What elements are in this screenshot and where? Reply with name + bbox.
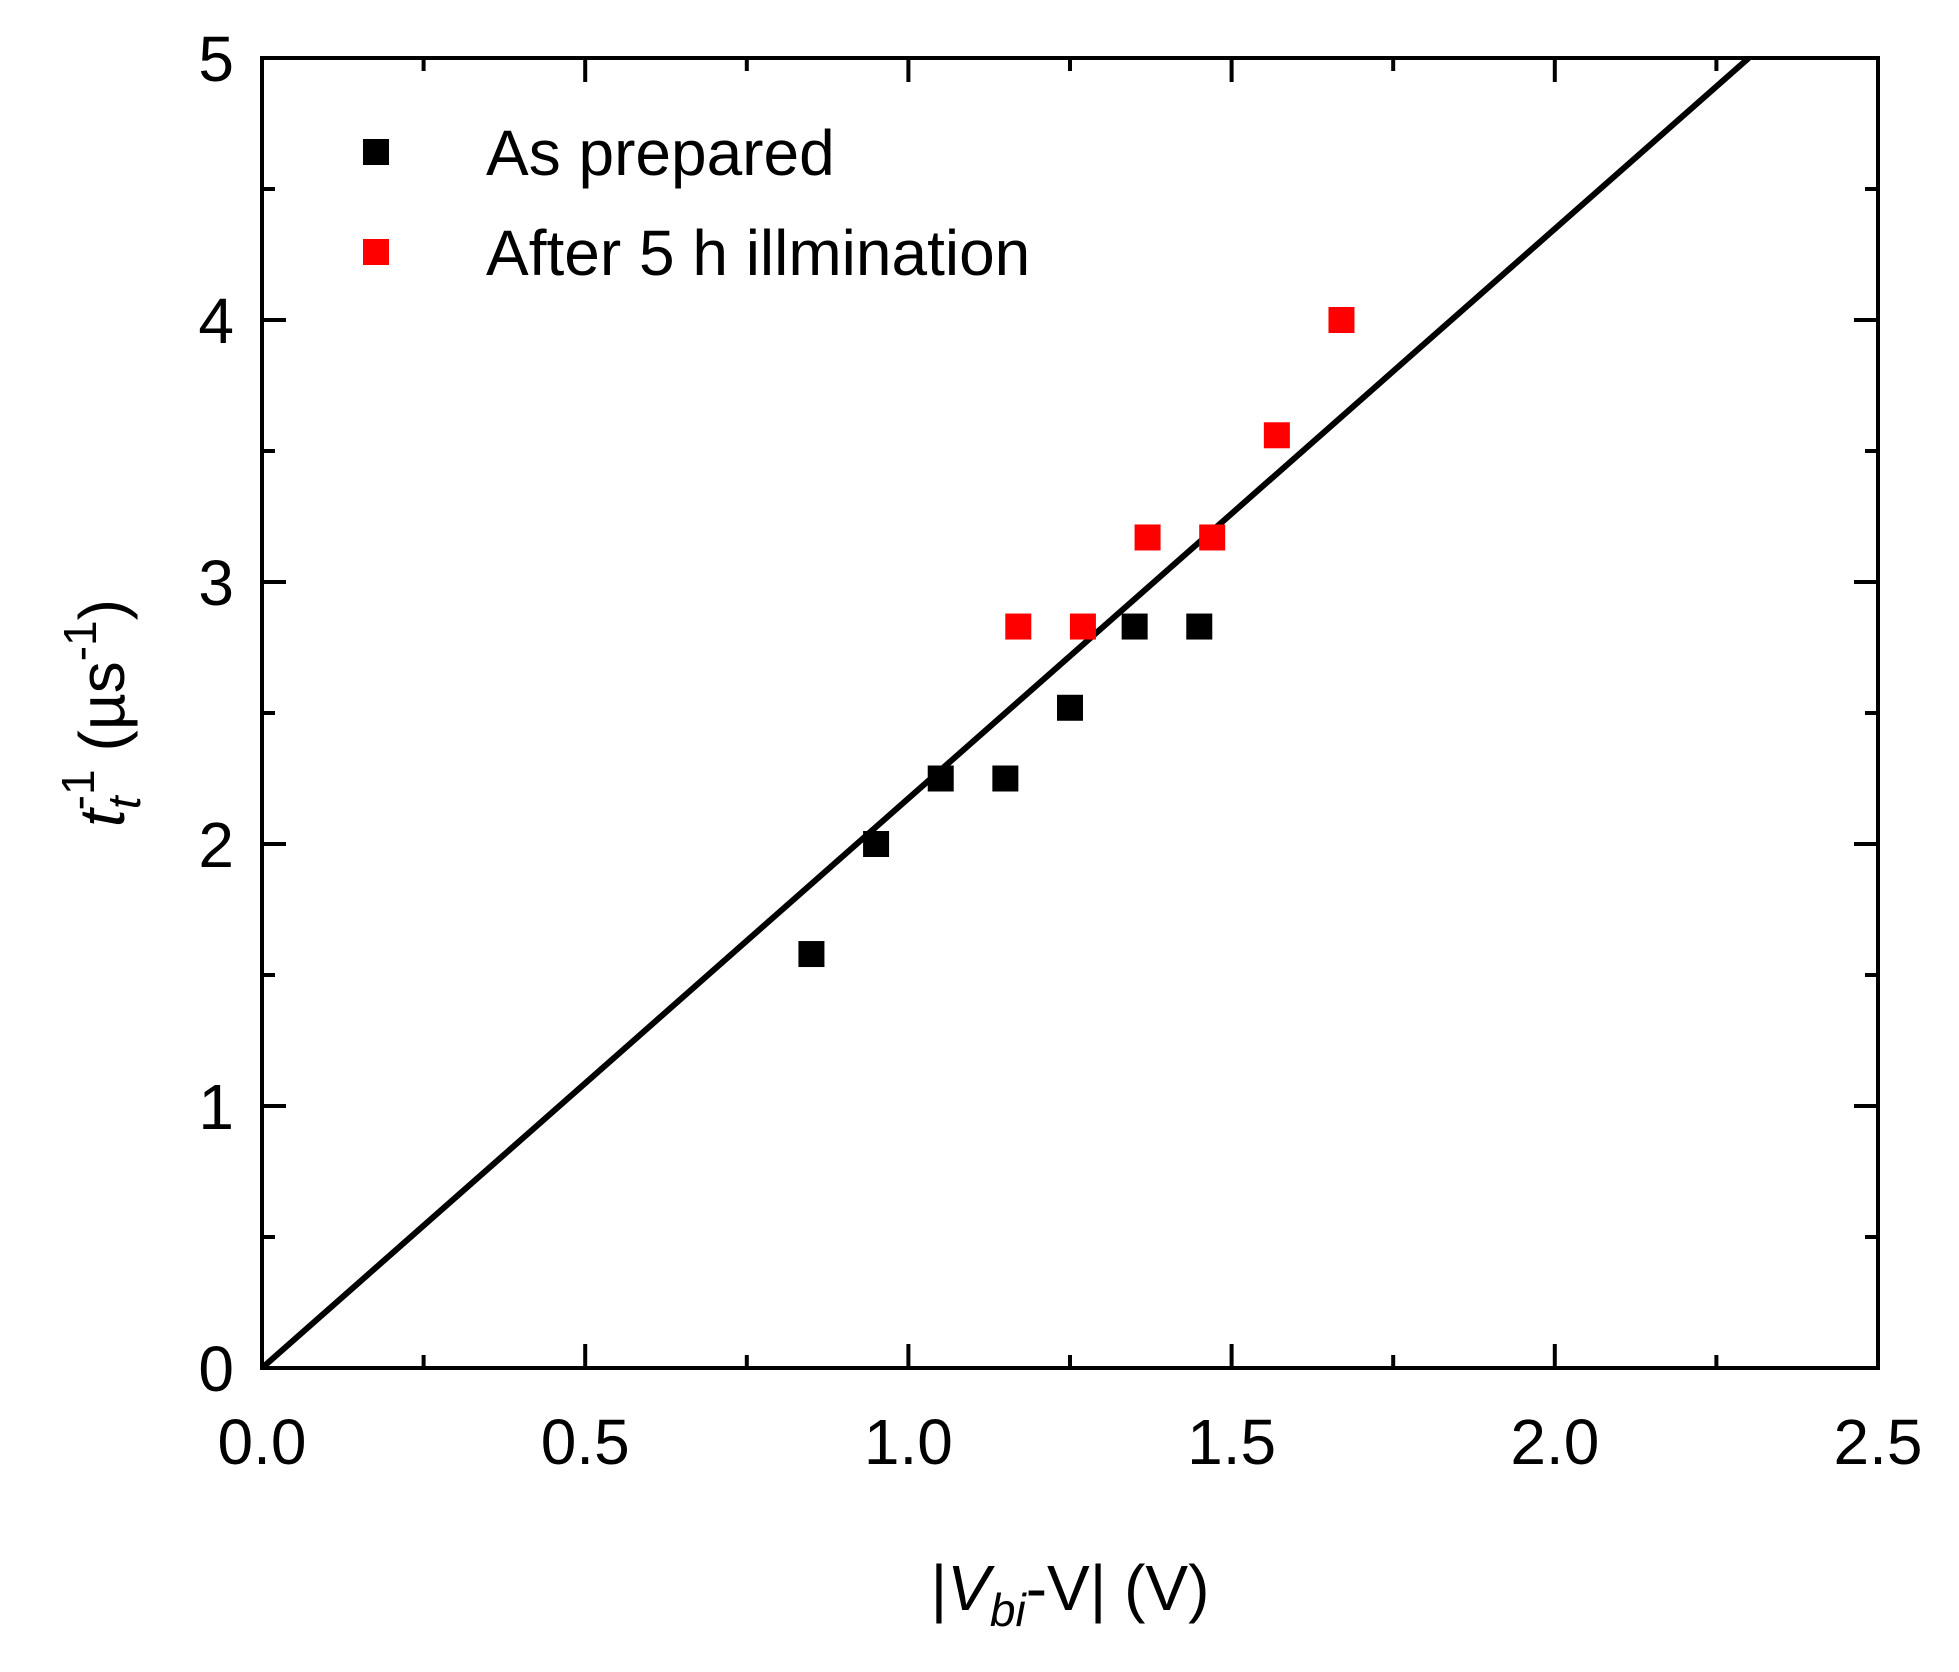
x-tick-label: 0.5 [541,1406,630,1478]
y-tick-label: 5 [198,23,234,95]
point-as-prepared [927,765,954,792]
point-as-prepared [992,765,1019,792]
y-tick-label: 1 [198,1071,234,1143]
y-tick-labels: 0 1 2 3 4 5 [198,23,234,1405]
legend-label-as-prepared: As prepared [486,117,835,189]
y-title-symbol: t [66,807,138,827]
y-tick-label: 4 [198,285,234,357]
point-after-illumination [1199,524,1226,551]
x-tick-label: 2.5 [1834,1406,1923,1478]
x-axis-title: |Vbi-V| (V) [931,1552,1210,1636]
x-title-prefix: | [931,1552,948,1624]
y-tick-label: 0 [198,1333,234,1405]
y-tick-label: 3 [198,547,234,619]
legend-marker-after-illumination [363,239,389,265]
plot-frame [260,56,1880,1370]
point-after-illumination [1134,524,1161,551]
x-title-subscript: bi [990,1584,1028,1636]
point-as-prepared [863,831,890,857]
point-after-illumination [1005,613,1032,640]
y-title-unit-close: ) [66,599,138,620]
legend-label-after-illumination: After 5 h illmination [486,217,1030,289]
x-tick-label: 1.5 [1187,1406,1276,1478]
y-tick-label: 2 [198,809,234,881]
point-as-prepared [798,941,825,968]
x-tick-label: 0.0 [218,1406,307,1478]
y-axis-title: tt-1(µs-1) [52,599,150,827]
data-points [798,307,1355,968]
y-title-unit-superscript: -1 [54,620,106,661]
x-title-symbol: V [947,1552,995,1624]
minor-ticks [262,58,1878,1368]
x-tick-labels: 0.0 0.5 1.0 1.5 2.0 2.5 [218,1406,1923,1478]
point-after-illumination [1069,613,1096,640]
point-after-illumination [1263,422,1290,449]
legend: As prepared After 5 h illmination [363,117,1030,289]
y-title-subscript: t [98,794,150,809]
point-after-illumination [1328,307,1355,333]
point-as-prepared [1057,694,1083,721]
point-as-prepared [1121,613,1148,640]
fit-line [260,55,1751,1371]
y-title-superscript: -1 [52,769,104,810]
x-tick-label: 1.0 [864,1406,953,1478]
point-as-prepared [1186,613,1213,640]
y-title-unit-open: (µs [66,661,138,751]
x-title-suffix: -V| (V) [1026,1552,1210,1624]
legend-marker-as-prepared [363,139,389,165]
x-tick-label: 2.0 [1510,1406,1599,1478]
